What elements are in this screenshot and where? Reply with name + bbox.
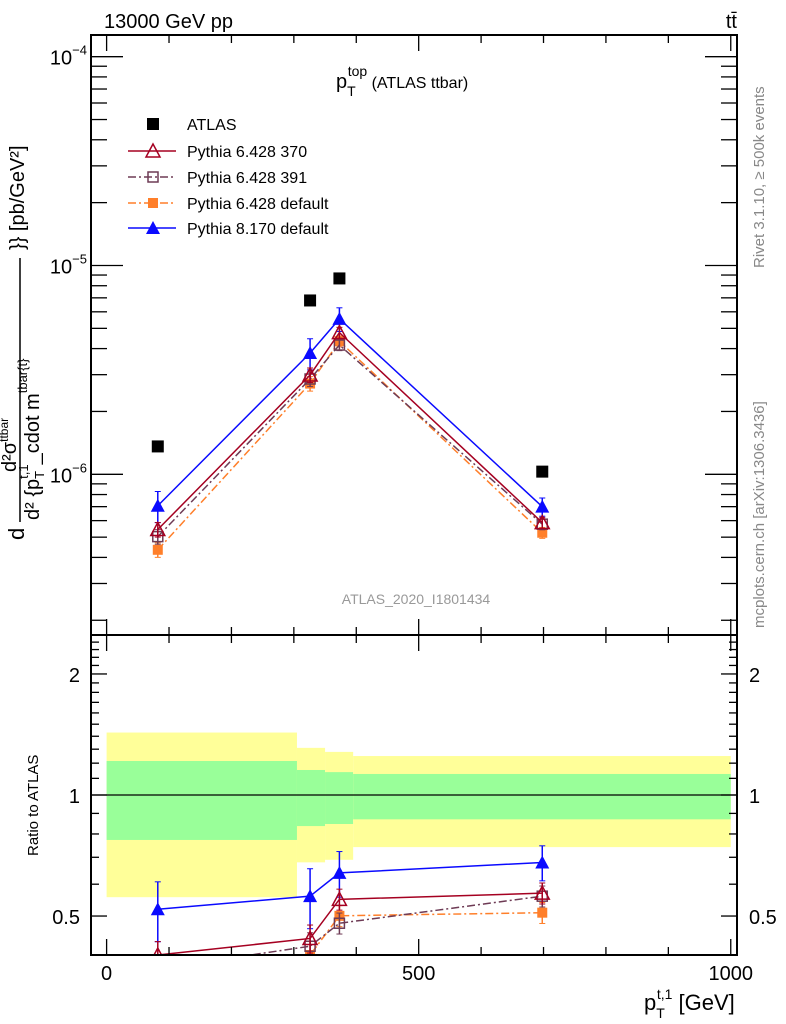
- axes: 0 500 1000 10−4 10−5 10−6 0.5 0.5 1 1 2 2: [50, 34, 777, 985]
- ratio-y-tick-label-left: 2: [69, 665, 80, 687]
- legend-entry: Pythia 6.428 default: [128, 196, 329, 213]
- series-line: [157, 331, 543, 531]
- title-rest: (ATLAS ttbar): [367, 75, 468, 92]
- title-main: p: [336, 71, 347, 93]
- marker-triangle: [150, 498, 165, 512]
- marker-triangle: [535, 499, 550, 513]
- plot-title: pTtop (ATLAS ttbar): [336, 63, 468, 99]
- marker-square: [151, 440, 164, 453]
- title-sub: T: [347, 83, 356, 99]
- ratio-series-line: [307, 911, 543, 955]
- legend: ATLAS Pythia 6.428 370 Pythia 6.428 391 Pyt…: [128, 117, 329, 238]
- marker-triangle-open: [534, 514, 551, 530]
- marker-triangle: [332, 311, 347, 325]
- legend-label: ATLAS: [187, 117, 237, 134]
- legend-label: Pythia 6.428 370: [187, 144, 307, 161]
- marker-square: [148, 198, 158, 208]
- marker-triangle-open: [534, 884, 551, 900]
- series-line: [157, 317, 543, 508]
- x-tick-label: 1000: [709, 963, 754, 985]
- process-label: tt̄: [726, 11, 738, 33]
- marker-triangle: [146, 221, 160, 234]
- legend-label: Pythia 6.428 391: [187, 170, 307, 187]
- ylabel-tail: }} [pb/GeV²]: [7, 145, 29, 250]
- marker-square: [152, 544, 163, 555]
- marker-triangle: [332, 865, 347, 879]
- analysis-watermark: ATLAS_2020_I1801434: [342, 591, 491, 607]
- series-line: [157, 343, 543, 538]
- title-sup: top: [348, 63, 368, 79]
- ratio-series-line: [245, 895, 543, 955]
- ratio-panel-series: [150, 845, 551, 999]
- ratio-series-line: [157, 861, 543, 910]
- marker-triangle-open: [331, 324, 348, 340]
- marker-square: [147, 118, 159, 130]
- y-tick-label: 10−4: [50, 43, 87, 70]
- marker-triangle-open: [149, 520, 167, 537]
- marker-triangle-open: [301, 366, 319, 382]
- ratio-y-tick-label-left: 0.5: [52, 907, 80, 929]
- ratio-y-label: Ratio to ATLAS: [25, 755, 42, 856]
- x-axis-label: pTt,1 [GeV]: [644, 986, 735, 1021]
- ratio-y-tick-label-right: 0.5: [749, 907, 777, 929]
- ratio-series-line: [157, 892, 543, 955]
- beam-label: 13000 GeV pp: [104, 11, 233, 33]
- legend-entry: Pythia 6.428 391: [128, 170, 307, 187]
- ylabel-d: d: [4, 528, 29, 540]
- marker-triangle: [303, 889, 318, 903]
- ratio-bands: [91, 732, 737, 898]
- marker-square: [333, 272, 346, 285]
- source-label: mcplots.cern.ch [arXiv:1306.3436]: [751, 401, 768, 628]
- marker-triangle: [535, 855, 550, 869]
- marker-square-open: [333, 917, 346, 929]
- series-line: [157, 340, 543, 551]
- marker-square-open: [147, 171, 159, 183]
- legend-label: Pythia 8.170 default: [187, 221, 329, 238]
- ratio-band-inner: [296, 769, 326, 827]
- marker-square: [153, 989, 163, 999]
- ratio-y-tick-label-left: 1: [69, 786, 80, 808]
- ratio-band-inner: [325, 772, 354, 824]
- rivet-label: Rivet 3.1.10, ≥ 500k events: [751, 86, 768, 268]
- marker-triangle: [150, 902, 165, 916]
- y-tick-label: 10−6: [50, 460, 87, 487]
- marker-triangle-open: [331, 890, 348, 907]
- legend-entry: ATLAS: [147, 117, 237, 134]
- y-tick-label: 10−5: [50, 251, 87, 278]
- ylabel-denominator: d² {pTt,1_cdot mtbar{t}: [15, 358, 47, 520]
- legend-label: Pythia 6.428 default: [187, 196, 329, 213]
- ratio-y-tick-label-right: 1: [749, 786, 760, 808]
- x-tick-label: 500: [402, 963, 435, 985]
- marker-square: [304, 294, 317, 307]
- series-layer: [149, 272, 551, 999]
- x-tick-label: 0: [101, 963, 112, 985]
- legend-entry: Pythia 6.428 370: [128, 142, 307, 161]
- ratio-band-inner: [106, 760, 297, 840]
- marker-triangle: [303, 346, 318, 360]
- marker-square-open: [153, 964, 163, 974]
- ratio-y-tick-label-right: 2: [749, 665, 760, 687]
- marker-square-open: [333, 339, 346, 351]
- y-axis-label: d d²σttbar d² {pTt,1_cdot mtbar{t} }} [p…: [0, 145, 47, 540]
- ylabel-numerator: d²σttbar: [0, 418, 21, 472]
- marker-triangle-open: [144, 142, 162, 158]
- legend-entry: Pythia 8.170 default: [128, 221, 329, 238]
- marker-square: [536, 465, 549, 478]
- main-panel-series: [149, 272, 551, 558]
- marker-square: [537, 527, 548, 538]
- marker-triangle-open: [301, 929, 319, 946]
- marker-square: [537, 907, 548, 918]
- ratio-band-inner: [353, 773, 731, 820]
